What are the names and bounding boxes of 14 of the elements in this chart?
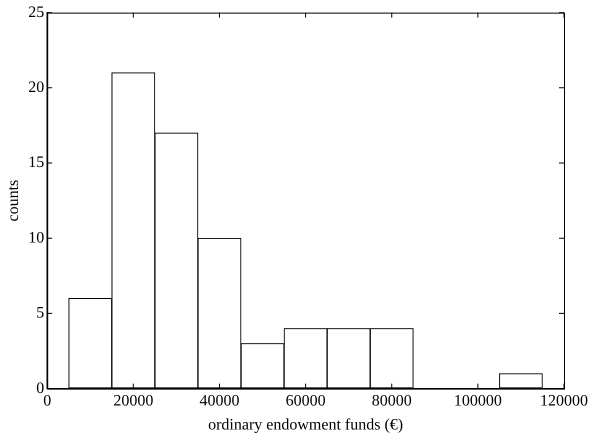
y-tick-label: 25: [28, 4, 44, 21]
x-tick-label: 100000: [454, 392, 502, 410]
x-tick-label: 80000: [372, 392, 412, 410]
y-tick-label: 20: [28, 79, 44, 96]
x-axis-title: ordinary endowment funds (€): [208, 416, 404, 434]
y-tick-label: 15: [28, 154, 44, 172]
y-tick-label: 5: [36, 304, 44, 322]
y-tick-label: 10: [28, 229, 44, 246]
y-axis-title: counts: [4, 180, 22, 222]
x-tick-label: 60000: [286, 392, 326, 410]
y-tick-label: 0: [36, 380, 44, 397]
x-tick-label: 20000: [113, 392, 154, 410]
x-tick-label: 40000: [199, 392, 240, 410]
x-tick-label: 120000: [540, 392, 588, 410]
